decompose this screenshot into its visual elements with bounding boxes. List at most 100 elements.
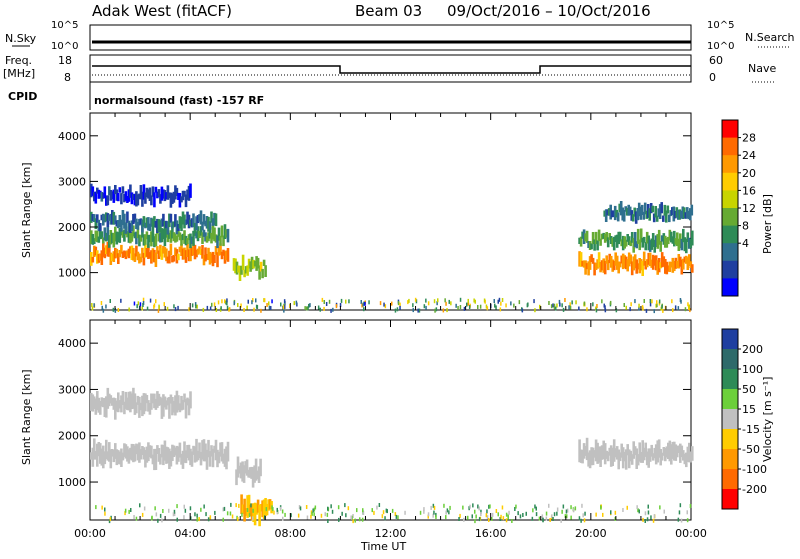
power-speckle [379, 301, 382, 306]
power-speckle [240, 303, 242, 308]
velocity-speckle [284, 512, 286, 517]
velocity-speckle [647, 510, 650, 515]
power-speckle [571, 300, 573, 305]
velocity-cell [670, 444, 673, 465]
velocity-cell [581, 449, 584, 464]
velocity-cell [259, 504, 263, 512]
velocity-cell [239, 462, 243, 479]
velocity-cell [189, 448, 192, 466]
velocity-cell [248, 467, 252, 478]
power-cell [156, 191, 159, 199]
power-cell [102, 213, 105, 226]
velocity-speckle [478, 506, 480, 511]
velocity-cell [141, 446, 144, 455]
velocity-echo-band [90, 387, 192, 420]
power-cell [106, 195, 110, 206]
power-cell [133, 193, 137, 206]
power-ytick-label: 3000 [58, 175, 86, 188]
velocity-speckle [551, 514, 553, 519]
velocity-cell [202, 439, 206, 462]
velocity-echo-band [235, 456, 262, 488]
velocity-speckle [561, 509, 563, 514]
power-speckle [656, 300, 658, 305]
power-speckle [539, 304, 541, 309]
power-cell [686, 232, 690, 242]
power-cell [153, 236, 156, 248]
power-cell [120, 219, 123, 232]
power-cell [626, 234, 629, 242]
velocity-speckle [427, 514, 429, 519]
velocity-cell [264, 498, 267, 517]
power-cell [141, 191, 144, 207]
power-cell [96, 214, 99, 223]
velocity-cell [96, 391, 99, 411]
power-cell [105, 195, 108, 206]
velocity-cell [600, 445, 604, 460]
velocity-speckle [637, 508, 639, 513]
power-cell [641, 237, 644, 248]
power-cell [207, 247, 210, 261]
power-speckle [556, 303, 558, 308]
velocity-speckle [404, 510, 406, 515]
power-speckle [418, 308, 421, 313]
power-cell [144, 192, 147, 204]
velocity-cell [127, 391, 131, 411]
power-cell [175, 187, 179, 196]
velocity-cell [174, 395, 177, 416]
power-cell [148, 187, 152, 201]
power-speckle [155, 299, 157, 304]
power-cell [599, 238, 602, 246]
power-speckle [434, 308, 436, 313]
power-cell [214, 213, 218, 227]
power-cell [256, 257, 260, 269]
power-cell [139, 185, 143, 200]
velocity-cell [93, 438, 96, 460]
velocity-cell [108, 393, 111, 407]
power-speckle [188, 307, 190, 312]
power-cell [668, 214, 671, 223]
velocity-speckle [108, 519, 111, 524]
power-cell [196, 215, 200, 224]
freq-panel-frame [89, 54, 692, 83]
velocity-speckle [458, 517, 460, 521]
velocity-speckle [230, 502, 232, 507]
velocity-cell [216, 449, 219, 468]
power-speckle [494, 303, 496, 308]
velocity-cell [591, 447, 595, 466]
velocity-speckle [535, 506, 537, 511]
power-cell [671, 236, 675, 244]
date-range: 09/Oct/2016 – 10/Oct/2016 [447, 2, 651, 20]
power-cell [659, 262, 662, 269]
velocity-speckle [313, 507, 316, 512]
velocity-colorbar-swatch [722, 409, 738, 430]
power-cell [578, 251, 581, 267]
velocity-cell [163, 440, 167, 461]
velocity-speckle [638, 509, 640, 514]
velocity-cell [207, 439, 210, 458]
power-cell [688, 254, 691, 266]
velocity-cell [255, 503, 258, 515]
power-speckle [586, 307, 588, 312]
power-cell [145, 187, 149, 198]
power-cell [126, 211, 129, 223]
power-cell [250, 256, 254, 270]
power-speckle [498, 297, 501, 302]
power-cell [124, 222, 128, 234]
power-speckle [485, 304, 488, 309]
power-cell [630, 210, 633, 221]
power-cell [676, 260, 679, 269]
power-cell [614, 235, 617, 242]
velocity-speckle [331, 509, 334, 514]
velocity-speckle [433, 510, 435, 515]
velocity-speckle [172, 512, 175, 517]
power-speckle [592, 302, 594, 307]
power-speckle [493, 299, 495, 303]
velocity-speckle [110, 515, 112, 520]
velocity-speckle [566, 514, 568, 519]
power-cell [602, 258, 605, 273]
power-speckle [649, 299, 652, 303]
power-speckle [603, 303, 605, 308]
power-colorbar-swatch [722, 260, 738, 279]
power-cell [656, 234, 659, 249]
power-cell [648, 240, 652, 252]
